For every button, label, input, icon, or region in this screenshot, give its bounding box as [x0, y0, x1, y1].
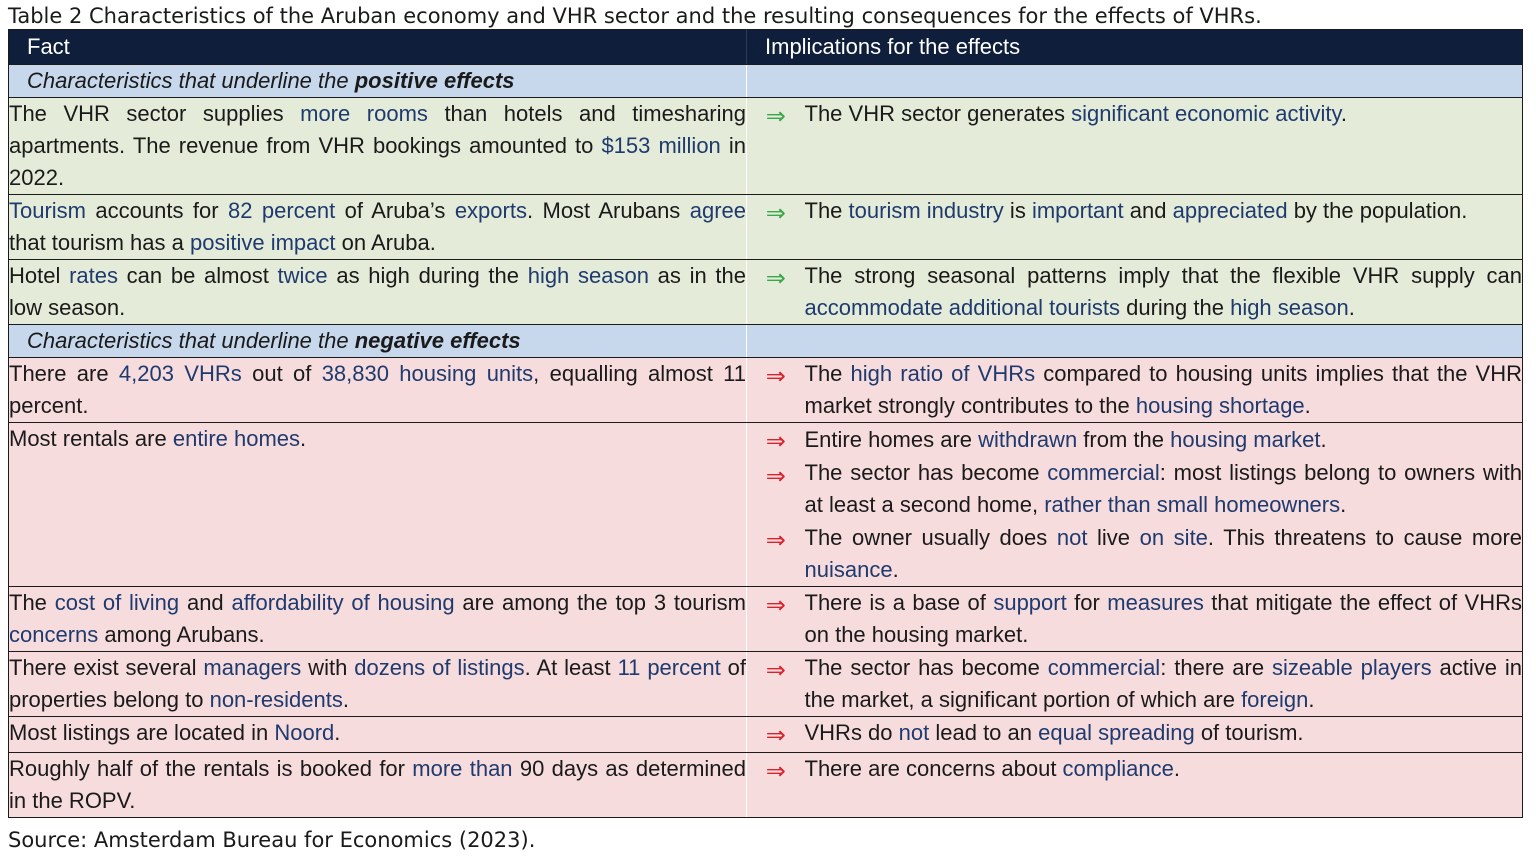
arrow-icon: ⇒ [765, 103, 786, 130]
implication-cell: The VHR sector generates significant eco… [804, 97, 1524, 195]
section-label-negative: Characteristics that underline the negat… [8, 324, 747, 358]
header-implications: Implications for the effects [746, 29, 1524, 65]
table-row: Tourism accounts for 82 percent of Aruba… [8, 194, 1524, 260]
implication-cell: The tourism industry is important and ap… [804, 194, 1524, 260]
arrow-icon: ⇒ [765, 592, 786, 619]
table-header-row: Fact Implications for the effects [8, 29, 1524, 65]
implication-cell: The strong seasonal patterns imply that … [804, 259, 1524, 325]
arrow-icon: ⇒ [765, 527, 786, 554]
fact-cell: Most listings are located in Noord. [8, 716, 747, 753]
fact-cell: Roughly half of the rentals is booked fo… [8, 752, 747, 818]
fact-cell: Most rentals are entire homes. [8, 422, 747, 587]
arrow-icon: ⇒ [765, 463, 786, 490]
section-emphasis: negative effects [354, 328, 521, 353]
implication-cell: The high ratio of VHRs compared to housi… [804, 357, 1524, 423]
fact-cell: Hotel rates can be almost twice as high … [8, 259, 747, 325]
implication-cell: Entire homes are withdrawn from the hous… [804, 422, 1524, 587]
section-row-negative: Characteristics that underline the negat… [8, 324, 1524, 358]
implication-cell: There is a base of support for measures … [804, 586, 1524, 652]
table-row: Most listings are located in Noord. ⇒ VH… [8, 716, 1524, 753]
table-row: The VHR sector supplies more rooms than … [8, 97, 1524, 195]
implication-cell: The sector has become commercial: there … [804, 651, 1524, 717]
arrow-icon: ⇒ [765, 265, 786, 292]
arrow-icon: ⇒ [765, 428, 786, 455]
implication-cell: VHRs do not lead to an equal spreading o… [804, 716, 1524, 753]
fact-cell: There exist several managers with dozens… [8, 651, 747, 717]
table-row: There are 4,203 VHRs out of 38,830 housi… [8, 357, 1524, 423]
section-label-positive: Characteristics that underline the posit… [8, 64, 747, 98]
arrow-icon: ⇒ [765, 200, 786, 227]
header-fact: Fact [8, 29, 747, 65]
source-note: Source: Amsterdam Bureau for Economics (… [8, 828, 536, 852]
arrow-icon: ⇒ [765, 657, 786, 684]
fact-cell: The VHR sector supplies more rooms than … [8, 97, 747, 195]
fact-cell: Tourism accounts for 82 percent of Aruba… [8, 194, 747, 260]
arrow-icon: ⇒ [765, 758, 786, 785]
arrow-icon: ⇒ [765, 363, 786, 390]
implication-cell: There are concerns about compliance. [804, 752, 1524, 818]
fact-cell: The cost of living and affordability of … [8, 586, 747, 652]
arrow-icon: ⇒ [765, 722, 786, 749]
section-row-positive: Characteristics that underline the posit… [8, 64, 1524, 98]
table-row: The cost of living and affordability of … [8, 586, 1524, 652]
table-row: Most rentals are entire homes. ⇒ ⇒ ⇒ Ent… [8, 422, 1524, 587]
section-emphasis: positive effects [354, 68, 515, 93]
table-row: Roughly half of the rentals is booked fo… [8, 752, 1524, 818]
fact-cell: There are 4,203 VHRs out of 38,830 housi… [8, 357, 747, 423]
table-caption: Table 2 Characteristics of the Aruban ec… [8, 4, 1262, 28]
table-row: There exist several managers with dozens… [8, 651, 1524, 717]
table-row: Hotel rates can be almost twice as high … [8, 259, 1524, 325]
vhr-effects-table: Fact Implications for the effects Charac… [8, 29, 1524, 818]
